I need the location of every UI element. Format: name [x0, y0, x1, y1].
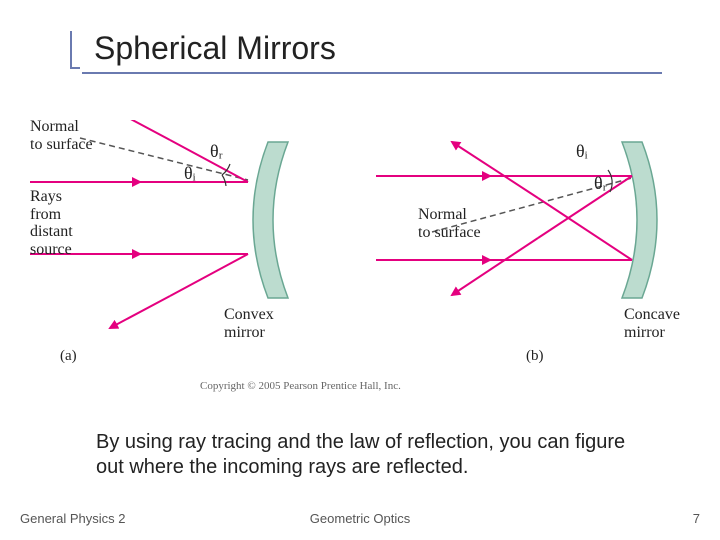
- footer-center: Geometric Optics: [310, 511, 410, 526]
- label-theta-r-a: θᵣ: [210, 142, 223, 162]
- label-panel-b: (b): [526, 348, 544, 365]
- convex-mirror-shape: [253, 142, 288, 298]
- footer-left: General Physics 2: [20, 511, 126, 526]
- label-theta-i-b: θᵢ: [576, 142, 588, 162]
- label-theta-r-b: θᵣ: [594, 174, 607, 194]
- label-rays-source: Rays from distant source: [30, 188, 73, 258]
- diagram-copyright: Copyright © 2005 Pearson Prentice Hall, …: [200, 380, 401, 392]
- angle-arc-theta-i-a: [222, 175, 226, 186]
- title-underline: [82, 72, 662, 74]
- footer-right: 7: [693, 511, 700, 526]
- label-panel-a: (a): [60, 348, 77, 365]
- reflected-ray-b1: [452, 238, 538, 295]
- reflected-ray-a1: [110, 120, 170, 140]
- label-normal-b: Normal to surface: [418, 206, 481, 241]
- reflected-ray-a2-seg1: [170, 254, 248, 296]
- body-text: By using ray tracing and the law of refl…: [96, 430, 656, 480]
- title-accent: [70, 31, 80, 69]
- reflected-ray-a2: [110, 296, 170, 328]
- reflected-ray-a1-seg1: [170, 140, 248, 182]
- footer: General Physics 2 Geometric Optics 7: [20, 511, 700, 526]
- mirror-diagram: Normal to surface Rays from distant sour…: [20, 120, 700, 380]
- label-theta-i-a: θᵢ: [184, 164, 196, 184]
- reflected-ray-b2: [452, 142, 538, 198]
- page-title: Spherical Mirrors: [94, 30, 336, 69]
- concave-mirror-shape: [622, 142, 657, 298]
- label-concave: Concave mirror: [624, 306, 680, 341]
- label-convex: Convex mirror: [224, 306, 274, 341]
- label-normal-a: Normal to surface: [30, 118, 93, 153]
